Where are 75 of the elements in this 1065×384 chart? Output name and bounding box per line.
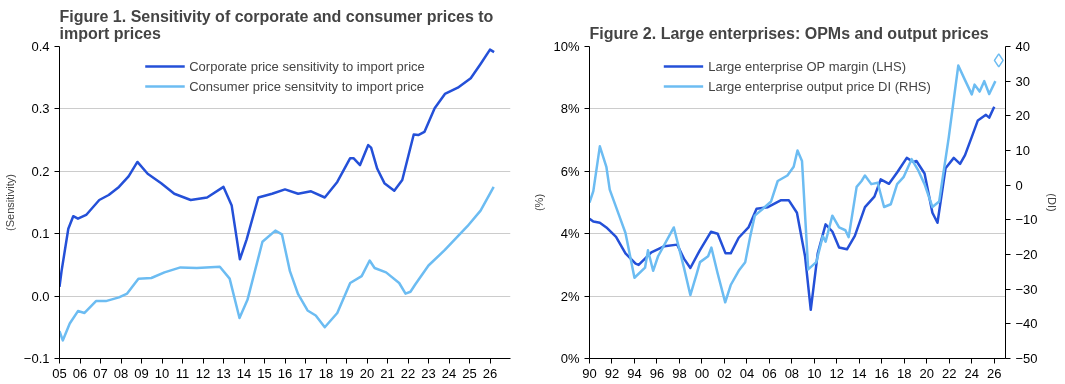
x-tick-label: 08 [113,365,129,381]
y-tick-label: 0% [560,351,580,366]
x-tick-label: 17 [298,365,313,381]
y-tick-label: 6% [560,163,580,179]
x-tick-label: 10 [154,365,170,381]
x-tick-label: 12 [195,365,211,381]
x-tick-label: 96 [649,365,665,381]
y-tick-label: 4% [560,226,580,242]
x-tick-label: 12 [829,365,845,381]
line-series [589,64,997,304]
y-tick-label: 0.1 [31,226,50,242]
x-tick-label: 15 [257,365,272,381]
y2-tick-label: 20 [1015,108,1030,124]
y-tick-label: 0.4 [31,39,50,54]
x-tick-label: 16 [874,365,890,381]
x-tick-label: 20 [359,365,375,381]
y-tick-label: 0.3 [31,101,50,117]
legend-label: Large enterprise OP margin (LHS) [708,58,906,74]
y2-tick-label: −30 [1015,281,1038,297]
y2-tick-label: 30 [1015,73,1030,89]
x-tick-label: 26 [987,365,1002,381]
line-series [59,185,495,342]
x-tick-label: 25 [462,365,477,381]
legend-label: Consumer price sensitvity to import price [189,78,425,94]
y-tick-label: 8% [560,101,580,117]
y2-tick-label: −10 [1015,212,1038,228]
line-series [59,48,496,288]
y-tick-label: 0.0 [31,288,50,304]
x-tick-label: 90 [582,365,597,381]
x-tick-label: 04 [739,365,755,381]
y-tick-label: 2% [560,288,580,304]
x-tick-label: 05 [52,365,67,381]
x-tick-label: 00 [694,365,710,381]
y2-tick-label: 0 [1015,177,1023,193]
y2-tick-label: 40 [1015,39,1030,54]
chart-title: Figure 1. Sensitivity of corporate and consumer prices to import prices [59,7,494,42]
chart-title: Figure 2. Large enterprises: OPMs and output prices [589,24,989,42]
x-tick-label: 14 [852,365,867,381]
y-axis-title: (%) [533,193,546,212]
x-tick-label: 02 [717,365,732,381]
y-tick-label: −0.1 [23,351,50,366]
x-tick-label: 22 [942,365,957,381]
x-tick-label: 08 [784,365,800,381]
legend-label: Corporate price sensitivity to import price [189,58,425,74]
x-tick-label: 26 [482,365,498,381]
y-axis-title: (Sensitivity) [3,174,16,231]
x-tick-label: 94 [627,365,642,381]
x-tick-label: 21 [380,365,395,381]
x-tick-label: 20 [919,365,935,381]
x-tick-label: 13 [216,365,231,381]
x-tick-label: 09 [134,365,149,381]
x-tick-label: 24 [441,365,457,381]
x-tick-label: 11 [175,365,190,381]
x-tick-label: 18 [897,365,912,381]
x-tick-label: 18 [318,365,334,381]
y2-tick-label: 10 [1015,143,1030,158]
y2-tick-label: −50 [1015,351,1038,366]
x-tick-label: 24 [964,365,980,381]
x-tick-label: 23 [421,365,436,381]
y2-tick-label: −40 [1015,316,1038,332]
x-tick-label: 10 [807,365,822,381]
y2-tick-label: −20 [1015,247,1038,262]
legend-label: Large enterprise output price DI (RHS) [708,78,931,94]
x-tick-label: 19 [339,365,354,381]
y2-axis-title: (DI) [1045,193,1058,212]
x-tick-label: 06 [762,365,777,381]
x-tick-label: 16 [277,365,293,381]
x-tick-label: 06 [72,365,88,381]
x-tick-label: 98 [672,365,687,381]
y-tick-label: 0.2 [31,163,50,179]
y-tick-label: 10% [553,39,580,54]
x-tick-label: 92 [604,365,620,381]
x-tick-label: 07 [93,365,108,381]
x-tick-label: 14 [236,365,252,381]
x-tick-label: 22 [400,365,416,381]
